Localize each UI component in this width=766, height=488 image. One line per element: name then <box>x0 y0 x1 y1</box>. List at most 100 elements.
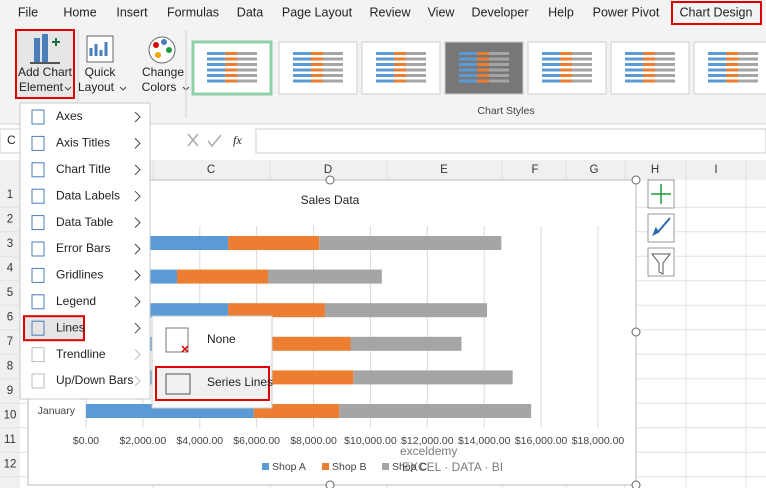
ribbon-tab[interactable]: Review <box>370 5 412 19</box>
menu-item[interactable]: Axis Titles <box>56 136 110 150</box>
thumb-bar <box>477 63 489 66</box>
row-header[interactable]: 3 <box>7 238 13 250</box>
ribbon-button-label[interactable]: Change <box>142 65 184 79</box>
thumb-bar <box>376 52 394 55</box>
ribbon-button-label[interactable]: Colors <box>142 80 177 94</box>
chart-style[interactable] <box>693 41 766 95</box>
ribbon-button-label[interactable]: Quick <box>85 65 117 79</box>
thumb-bar <box>560 74 572 77</box>
thumb-bar <box>542 63 560 66</box>
bar <box>324 303 488 318</box>
thumb-bar <box>207 74 225 77</box>
thumb-bar <box>293 52 311 55</box>
thumb-bar <box>738 57 758 61</box>
plus-icon <box>651 184 671 204</box>
row-header[interactable]: 9 <box>7 385 13 397</box>
ribbon-tab[interactable]: Developer <box>472 5 529 19</box>
ribbon-button-label[interactable]: Layout <box>78 80 115 94</box>
row-header[interactable]: 2 <box>7 214 13 226</box>
chart-style[interactable] <box>527 41 607 95</box>
thumb-bar <box>237 63 257 66</box>
row-header[interactable]: 11 <box>4 434 16 446</box>
ribbon-button-label[interactable]: Element <box>19 80 64 94</box>
submenu-arrow <box>134 322 141 334</box>
thumb-bar <box>708 74 726 77</box>
menu-item[interactable]: Data Labels <box>56 188 120 202</box>
chart-style[interactable] <box>444 41 524 95</box>
ribbon-tab[interactable]: View <box>428 5 456 19</box>
thumb-bar <box>560 79 572 83</box>
ribbon-tab[interactable]: Chart Design <box>680 5 753 19</box>
column-header[interactable]: F <box>531 164 538 176</box>
chevron <box>64 86 72 91</box>
column-header[interactable]: I <box>714 164 717 176</box>
menu-item[interactable]: Gridlines <box>56 268 103 282</box>
menu-icon <box>31 188 45 204</box>
ribbon-tab[interactable]: Home <box>63 5 96 19</box>
submenu-item[interactable]: None <box>207 332 236 346</box>
legend-label: Shop B <box>332 461 366 473</box>
thumb-bar <box>738 52 758 55</box>
thumb-bar <box>708 52 726 55</box>
thumb-bar <box>406 68 426 72</box>
submenu-item[interactable]: Series Lines <box>207 375 273 389</box>
ribbon-button-label[interactable]: Add Chart <box>18 65 73 79</box>
ribbon-tab[interactable]: Help <box>548 5 574 19</box>
row-header[interactable]: 8 <box>7 361 13 373</box>
ribbon-tab[interactable]: Power Pivot <box>593 5 660 19</box>
ribbon-tab[interactable]: Data <box>237 5 263 19</box>
row-header[interactable]: 7 <box>7 336 13 348</box>
menu-item[interactable]: Data Table <box>56 215 113 229</box>
row-header[interactable]: 6 <box>7 312 13 324</box>
chart-style[interactable] <box>278 41 358 95</box>
row-header[interactable]: 1 <box>7 189 13 201</box>
chart-style[interactable] <box>191 40 273 96</box>
menu-item[interactable]: Error Bars <box>56 241 111 255</box>
resize-handle[interactable] <box>631 480 641 488</box>
thumb-bar <box>459 79 477 83</box>
row-header[interactable]: 12 <box>4 459 17 471</box>
menu-item[interactable]: Axes <box>56 109 83 123</box>
chart-side-button[interactable] <box>647 247 675 277</box>
thumb-bar <box>560 52 572 55</box>
resize-handle[interactable] <box>631 327 641 337</box>
row-header[interactable]: 10 <box>4 410 17 422</box>
column-header[interactable]: E <box>440 164 448 176</box>
legend-swatch <box>322 463 329 470</box>
thumb-bar <box>477 68 489 72</box>
thumb-bar <box>207 68 225 72</box>
chart-style[interactable] <box>610 41 690 95</box>
menu-item[interactable]: Lines <box>56 320 85 334</box>
column-header[interactable]: H <box>651 164 659 176</box>
thumb-bar <box>489 63 509 66</box>
resize-handle[interactable] <box>325 480 335 488</box>
ribbon-tab[interactable]: Formulas <box>167 5 219 19</box>
menu-item[interactable]: Chart Title <box>56 162 111 176</box>
ribbon-tab[interactable]: File <box>18 5 38 19</box>
thumb-bar <box>394 68 406 72</box>
resize-handle[interactable] <box>325 175 335 185</box>
bar <box>353 370 513 385</box>
chart-style[interactable] <box>361 41 441 95</box>
column-header[interactable]: C <box>207 164 215 176</box>
icon <box>153 42 159 48</box>
thumb-bar <box>708 68 726 72</box>
ribbon-tab[interactable]: Insert <box>116 5 148 19</box>
bar <box>350 336 462 351</box>
thumb-bar <box>655 63 675 66</box>
submenu-arrow <box>134 375 141 387</box>
menu-item[interactable]: Legend <box>56 294 96 308</box>
ribbon-tab[interactable]: Page Layout <box>282 5 353 19</box>
bar <box>177 269 269 284</box>
x-tick-label: $14,000.00 <box>458 435 511 447</box>
tab-highlight <box>671 1 762 25</box>
resize-handle[interactable] <box>631 175 641 185</box>
row-header[interactable]: 4 <box>7 263 14 275</box>
icon <box>42 34 48 62</box>
column-header[interactable]: D <box>324 164 332 176</box>
row-header[interactable]: 5 <box>7 287 13 299</box>
column-header[interactable]: G <box>590 164 599 176</box>
thumb-bar <box>542 52 560 55</box>
x-tick-label: $18,000.00 <box>572 435 625 447</box>
